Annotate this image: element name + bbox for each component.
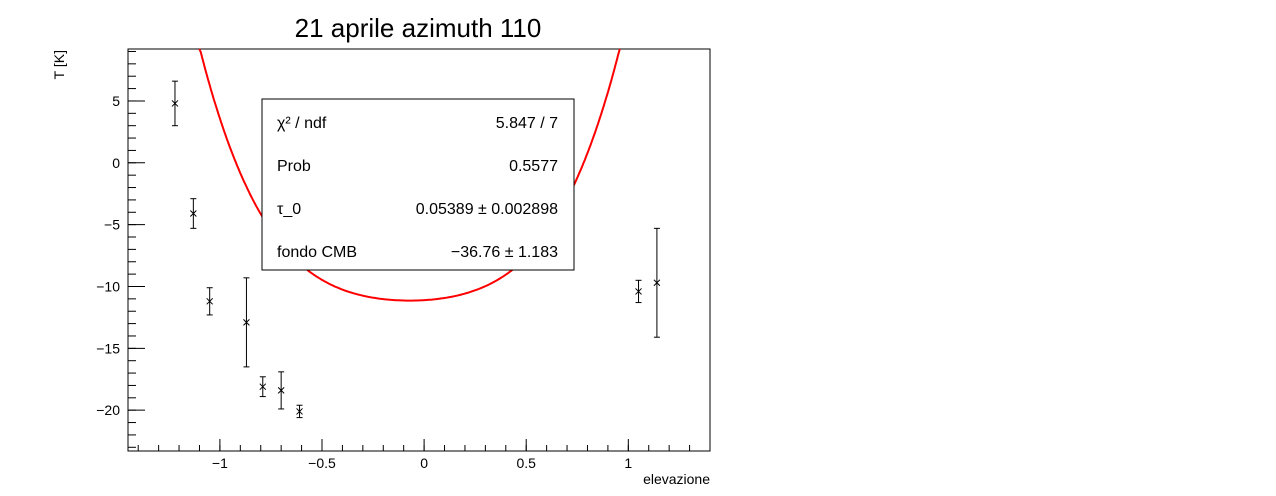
x-tick-label: 0.5 bbox=[516, 455, 536, 471]
y-tick-label: −5 bbox=[104, 217, 120, 233]
data-points bbox=[171, 80, 661, 419]
stats-value: 5.847 / 7 bbox=[496, 115, 558, 132]
x-axis-label: elevazione bbox=[643, 471, 710, 487]
data-point bbox=[259, 376, 267, 398]
stats-label: fondo CMB bbox=[277, 244, 357, 261]
data-point bbox=[171, 80, 179, 127]
y-axis-label: T [K] bbox=[51, 50, 67, 79]
stats-label: χ² / ndf bbox=[277, 115, 327, 132]
stats-value: 0.5577 bbox=[509, 158, 558, 175]
stats-value: −36.76 ± 1.183 bbox=[451, 244, 558, 261]
y-tick-label: 0 bbox=[112, 155, 120, 171]
stats-label: τ_0 bbox=[277, 201, 301, 218]
stats-value: 0.05389 ± 0.002898 bbox=[416, 201, 558, 218]
chart-title: 21 aprile azimuth 110 bbox=[295, 13, 542, 43]
y-axis-minor-ticks bbox=[128, 50, 136, 448]
stats-label: Prob bbox=[277, 158, 311, 175]
data-point bbox=[277, 371, 285, 410]
y-axis-tick-labels: 5 0 −5 −10 −15 −20 bbox=[96, 93, 120, 418]
y-tick-label: −10 bbox=[96, 278, 120, 294]
stats-box: χ² / ndf 5.847 / 7 Prob 0.5577 τ_0 0.05389 ± … bbox=[261, 98, 575, 271]
x-tick-label: 1 bbox=[624, 455, 632, 471]
y-tick-label: −15 bbox=[96, 340, 120, 356]
data-point bbox=[635, 279, 642, 304]
y-axis-major-ticks bbox=[128, 100, 145, 411]
data-point bbox=[189, 198, 197, 229]
x-tick-label: −0.5 bbox=[308, 455, 336, 471]
y-tick-label: −20 bbox=[96, 402, 120, 418]
data-point bbox=[243, 277, 250, 368]
plot-frame bbox=[127, 48, 711, 452]
x-axis-tick-labels: −1 −0.5 0 0.5 1 bbox=[212, 455, 633, 471]
data-point bbox=[206, 287, 214, 316]
data-point bbox=[296, 404, 303, 419]
x-axis-major-ticks bbox=[219, 439, 629, 451]
y-tick-label: 5 bbox=[112, 93, 120, 109]
data-point bbox=[653, 227, 661, 338]
x-tick-label: −1 bbox=[212, 455, 228, 471]
x-tick-label: 0 bbox=[420, 455, 428, 471]
